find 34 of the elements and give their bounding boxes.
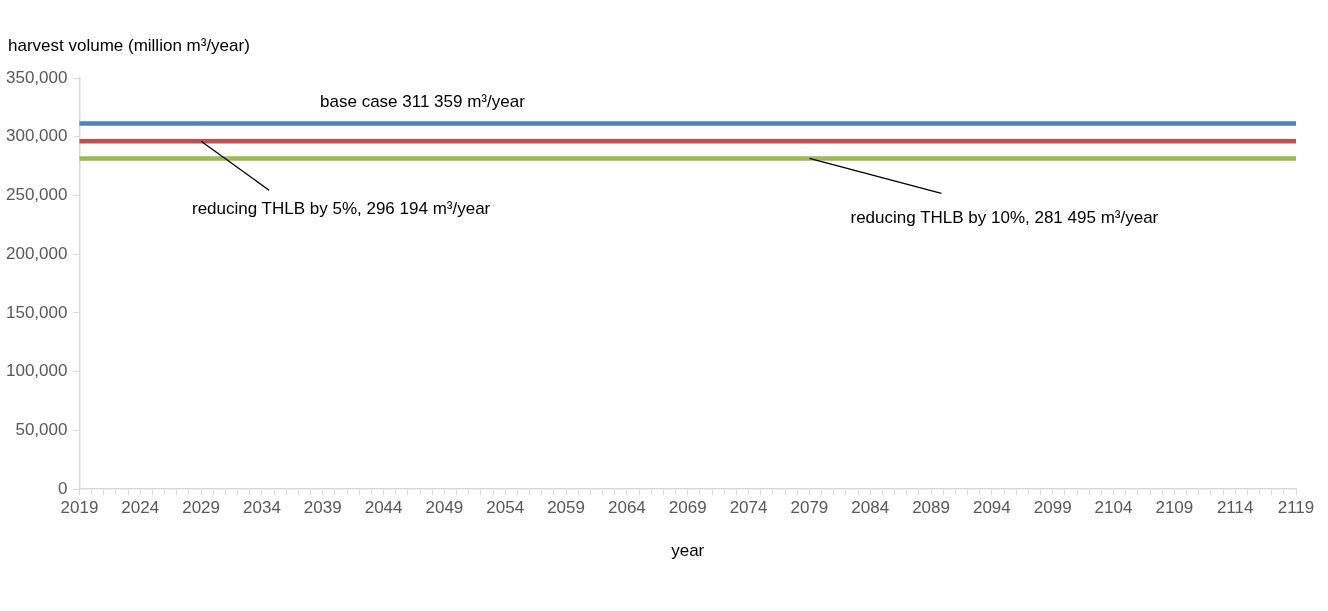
x-tick-label: 2089 [912, 498, 950, 518]
y-tick-label: 250,000 [6, 185, 68, 205]
x-tick-label: 2019 [60, 498, 99, 518]
y-tick-label: 350,000 [6, 67, 68, 87]
x-tick-label: 2109 [1155, 498, 1194, 518]
y-tick-label: 0 [57, 478, 68, 498]
x-tick-label: 2079 [790, 498, 829, 518]
x-tick-label: 2099 [1033, 498, 1072, 518]
y-tick-label: 300,000 [6, 126, 68, 146]
x-tick-label: 2029 [182, 498, 221, 518]
x-tick-label: 2054 [486, 498, 525, 518]
x-tick-label: 2104 [1094, 498, 1133, 518]
x-tick-label: 2094 [972, 498, 1011, 518]
x-tick-label: 2074 [729, 498, 768, 518]
y-axis-title: harvest volume (million m³/year) [8, 36, 250, 56]
x-axis-title: year [671, 541, 705, 561]
y-tick-label: 200,000 [6, 243, 68, 263]
x-tick-label: 2049 [425, 498, 464, 518]
x-tick-label: 2064 [607, 498, 646, 518]
y-tick-label: 150,000 [6, 302, 68, 322]
x-tick-label: 2084 [851, 498, 890, 518]
x-tick-label: 2034 [243, 498, 281, 518]
x-tick-label: 2044 [364, 498, 403, 518]
x-tick-label: 2059 [547, 498, 585, 518]
x-tick-label: 2114 [1216, 498, 1254, 518]
x-tick-label: 2024 [121, 498, 160, 518]
y-tick-label: 100,000 [6, 361, 68, 381]
x-tick-label: 2039 [303, 498, 342, 518]
annotation: reducing THLB by 5%, 296 194 m³/year [191, 198, 491, 218]
annotation: reducing THLB by 10%, 281 495 m³/year [850, 208, 1159, 228]
annotation: base case 311 359 m³/year [320, 92, 526, 112]
x-tick-label: 2069 [668, 498, 707, 518]
x-tick-label: 2119 [1277, 498, 1315, 518]
y-tick-label: 50,000 [15, 420, 68, 440]
